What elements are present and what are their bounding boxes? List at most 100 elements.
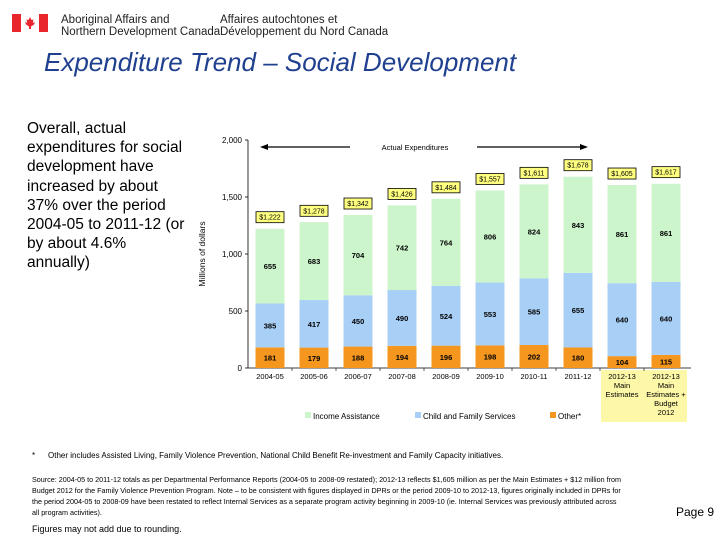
category-label: 2007-08 xyxy=(388,372,416,381)
segment-label: 104 xyxy=(616,358,629,367)
bar-segment xyxy=(519,184,549,279)
segment-label: 861 xyxy=(616,230,629,239)
bar-segment xyxy=(431,198,461,286)
y-tick-label: 500 xyxy=(229,307,243,316)
total-label: $1,278 xyxy=(303,208,325,215)
bar-segment xyxy=(651,281,681,355)
segment-label: 524 xyxy=(440,312,453,321)
category-label: 2011-12 xyxy=(565,372,592,381)
footnote-marker: * xyxy=(32,451,36,460)
bar-segment xyxy=(387,290,417,346)
bar-segment xyxy=(563,347,593,368)
summary-text: Overall, actual expenditures for social … xyxy=(27,120,185,272)
canada-flag-logo xyxy=(12,14,48,32)
bar-segment xyxy=(299,300,329,348)
segment-label: 742 xyxy=(396,244,409,253)
segment-label: 640 xyxy=(660,314,673,323)
total-label-box xyxy=(475,173,505,185)
page-title: Expenditure Trend – Social Development xyxy=(44,47,517,77)
dept-en-line1: Aboriginal Affairs and xyxy=(61,14,170,26)
bar-segment xyxy=(255,228,285,304)
category-label: 2005-06 xyxy=(300,372,328,381)
y-tick-label: 1,000 xyxy=(222,250,243,259)
bar-segment xyxy=(255,303,285,348)
segment-label: 181 xyxy=(264,354,277,363)
footnote-text: Other includes Assisted Living, Family V… xyxy=(48,451,504,460)
segment-label: 806 xyxy=(484,232,497,241)
legend-label: Child and Family Services xyxy=(423,412,515,421)
segment-label: 764 xyxy=(440,238,453,247)
segment-label: 450 xyxy=(352,317,365,326)
total-label: $1,611 xyxy=(524,170,545,177)
category-label: 2012-13 Main Estimates xyxy=(606,372,639,399)
segment-label: 843 xyxy=(572,221,585,230)
total-label: $1,222 xyxy=(259,215,281,222)
bar-segment xyxy=(387,345,417,368)
segment-label: 655 xyxy=(264,262,277,271)
y-tick-label: 1,500 xyxy=(222,193,243,202)
segment-label: 585 xyxy=(528,308,541,317)
legend-swatch xyxy=(305,412,311,418)
bar-segment xyxy=(563,272,593,348)
bar-segment xyxy=(607,356,637,368)
bar-segment xyxy=(299,347,329,368)
bar-segment xyxy=(563,176,593,273)
total-label-box xyxy=(563,159,593,172)
segment-label: 202 xyxy=(528,352,541,361)
bar-segment xyxy=(651,354,681,368)
bar-segment xyxy=(607,283,637,357)
y-tick-label: 2,000 xyxy=(222,136,243,145)
bar-segment xyxy=(255,347,285,368)
bar-segment xyxy=(607,185,637,284)
y-tick-label: 0 xyxy=(238,364,243,373)
arrowhead-left xyxy=(260,144,268,150)
segment-label: 196 xyxy=(440,353,453,362)
rounding-note: Figures may not add due to rounding. xyxy=(32,524,182,534)
legend-swatch xyxy=(550,412,556,418)
arrowhead-right xyxy=(580,144,588,150)
category-label: 2004-05 xyxy=(256,372,284,381)
bar-segment xyxy=(519,278,549,345)
department-name-english: Aboriginal Affairs and Northern Developm… xyxy=(61,14,220,38)
segment-label: 194 xyxy=(396,353,409,362)
department-name-french: Affaires autochtones et Développement du… xyxy=(220,14,388,38)
segment-label: 824 xyxy=(528,227,541,236)
stacked-bar-chart: 0 500 1,000 1,500 2,000 Millions of dollars Ac… xyxy=(197,136,691,422)
total-label: $1,617 xyxy=(655,170,677,177)
total-label: $1,484 xyxy=(435,185,457,192)
annotation-label: Actual Expenditures xyxy=(382,143,449,152)
total-label: $1,557 xyxy=(479,177,501,184)
dept-fr-line2: Développement du Nord Canada xyxy=(220,26,389,38)
highlight-box xyxy=(601,370,687,422)
segment-label: 490 xyxy=(396,314,409,323)
source-note: Source: 2004-05 to 2011-12 totals as per… xyxy=(32,475,621,517)
dept-en-line2: Northern Development Canada xyxy=(61,26,221,38)
category-label: 2010-11 xyxy=(521,372,548,381)
segment-label: 417 xyxy=(308,320,321,329)
total-label-box xyxy=(299,204,329,217)
category-label: 2012-13 Main Estimates + Budget 2012 xyxy=(646,372,686,417)
bar-segment xyxy=(343,346,373,368)
total-label: $1,342 xyxy=(347,201,369,208)
category-label: 2009-10 xyxy=(476,372,504,381)
bar-segment xyxy=(343,295,373,347)
segment-label: 180 xyxy=(572,354,585,363)
bar-segment xyxy=(343,215,373,296)
bar-segment xyxy=(475,282,505,346)
total-label-box xyxy=(387,188,417,200)
bar-segment xyxy=(475,345,505,368)
segment-label: 553 xyxy=(484,310,497,319)
footnote: * Other includes Assisted Living, Family … xyxy=(32,451,503,460)
total-label-box xyxy=(431,181,461,194)
bar-segment xyxy=(475,190,505,283)
total-label-box xyxy=(651,166,681,179)
total-label-box xyxy=(343,197,373,210)
bar-segment xyxy=(431,345,461,368)
bar-segment xyxy=(519,344,549,368)
segment-label: 198 xyxy=(484,353,497,362)
legend-label: Income Assistance xyxy=(313,412,380,421)
segment-label: 115 xyxy=(660,357,672,366)
total-label-box xyxy=(607,167,637,180)
bar-segment xyxy=(299,222,329,301)
dept-fr-line1: Affaires autochtones et xyxy=(220,14,338,26)
